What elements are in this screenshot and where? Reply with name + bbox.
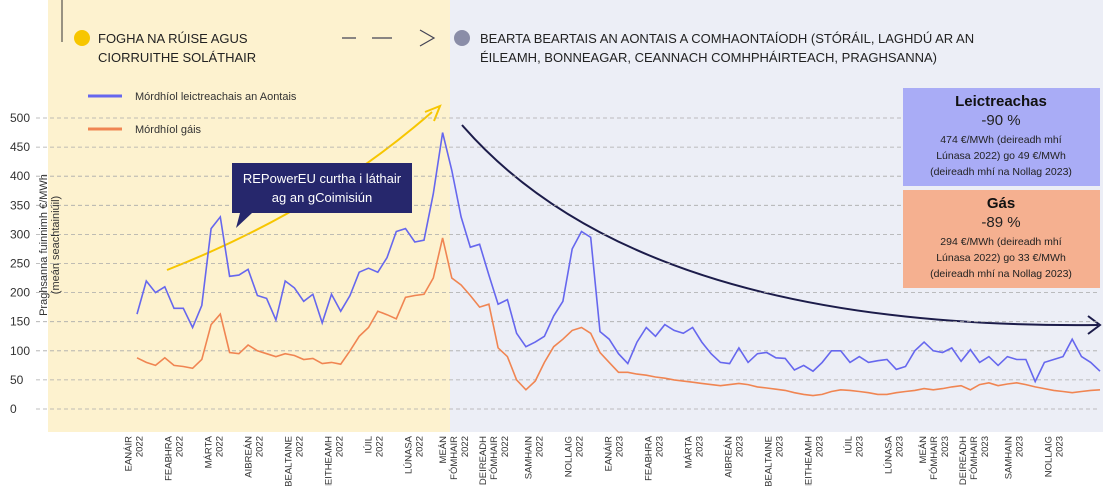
x-tick-label: MEITHEAMH (324, 436, 335, 486)
x-tick-label: FEABHRA (644, 435, 655, 481)
x-tick-label: 2022 (215, 436, 226, 457)
x-tick-label: SAMHAIN (524, 436, 535, 479)
info-box (903, 88, 1100, 186)
phase-2-heading: ÉILEAMH, BONNEAGAR, CEANNACH COMHPHÁIRTE… (480, 50, 937, 65)
fall-arrow (461, 124, 1099, 327)
info-box-title: Gás (987, 195, 1015, 212)
x-tick-label: NOLLAIG (1044, 436, 1055, 477)
annotation-text: REPowerEU curtha i láthair (243, 171, 402, 186)
y-tick-label: 250 (10, 257, 30, 271)
info-box-line: (deireadh mhí na Nollag 2023) (930, 166, 1072, 178)
x-tick-label: FÓMHAIR (489, 436, 500, 480)
y-axis-title: (meán seachtainiúil) (50, 196, 62, 294)
x-tick-label: 2023 (1015, 436, 1026, 457)
x-tick-label: 2022 (575, 436, 586, 457)
x-tick-label: EANÁIR (604, 436, 615, 472)
x-tick-label: 2023 (1055, 436, 1066, 457)
y-tick-label: 200 (10, 286, 30, 300)
x-tick-label: MÁRTA (204, 435, 215, 468)
x-tick-label: FEABHRA (164, 435, 175, 481)
x-tick-label: 2023 (735, 436, 746, 457)
x-tick-label: 2022 (375, 436, 386, 457)
phase-2-dot (454, 30, 470, 46)
x-tick-label: MEÁN (438, 436, 449, 464)
x-tick-label: 2023 (615, 436, 626, 457)
x-tick-label: SAMHAIN (1004, 436, 1015, 479)
x-tick-label: LÚNASA (884, 435, 895, 474)
info-box-line: 294 €/MWh (deireadh mhí (940, 236, 1061, 248)
y-tick-label: 150 (10, 315, 30, 329)
y-tick-label: 400 (10, 169, 30, 183)
phase-1-heading: FOGHA NA RÚISE AGUS (98, 31, 248, 46)
x-tick-label: 2022 (335, 436, 346, 457)
y-axis-title: Praghsanna fuinnimh €/MWh (38, 174, 50, 316)
phase-2-heading: BEARTA BEARTAIS AN AONTAIS A COMHAONTAÍO… (480, 31, 974, 46)
info-box-line: Lúnasa 2022) go 33 €/MWh (936, 252, 1066, 264)
x-tick-label: AIBREÁN (724, 436, 735, 478)
y-tick-label: 0 (10, 402, 17, 416)
x-tick-label: 2023 (895, 436, 906, 457)
annotation-text: ag an gCoimisiún (272, 190, 372, 205)
rise-arrow-head (424, 104, 442, 122)
x-tick-label: 2022 (135, 436, 146, 457)
x-tick-label: 2023 (940, 436, 951, 457)
x-tick-label: 2022 (175, 436, 186, 457)
y-tick-label: 450 (10, 140, 30, 154)
annotation-box (232, 163, 412, 228)
x-tick-label: MEÁN (918, 436, 929, 464)
phase-1-background (48, 0, 450, 432)
x-tick-label: 2023 (775, 436, 786, 457)
x-tick-label: DEIREADH (958, 436, 969, 485)
overlays: REPowerEU curtha i láthair ag an gCoimisi… (232, 163, 412, 228)
x-tick-label: 2022 (500, 436, 511, 457)
x-tick-label: DEIREADH (478, 436, 489, 485)
y-tick-label: 350 (10, 198, 30, 212)
x-tick-label: 2023 (695, 436, 706, 457)
info-box-line: 474 €/MWh (deireadh mhí (940, 134, 1061, 146)
series-line (136, 237, 1101, 397)
x-tick-label: MEITHEAMH (804, 436, 815, 486)
x-tick-label: EANÁIR (124, 436, 135, 472)
info-box (903, 190, 1100, 288)
y-tick-label: 500 (10, 111, 30, 125)
y-tick-label: 50 (10, 373, 24, 387)
x-tick-label: LÚNASA (404, 435, 415, 474)
fall-arrow-head (1087, 315, 1102, 335)
x-tick-label: BEALTAINE (284, 436, 295, 486)
x-tick-label: 2023 (980, 436, 991, 457)
x-tick-label: 2022 (415, 436, 426, 457)
x-tick-label: 2023 (655, 436, 666, 457)
phase-1-dot (74, 30, 90, 46)
x-tick-label: BEALTAINE (764, 436, 775, 486)
x-tick-label: 2023 (815, 436, 826, 457)
x-tick-label: AIBREÁN (244, 436, 255, 478)
x-tick-label: IÚIL (364, 436, 375, 453)
info-box-line: Lúnasa 2022) go 49 €/MWh (936, 150, 1066, 162)
legend-label: Mórdhíol gáis (135, 124, 202, 136)
x-tick-label: FÓMHAIR (449, 436, 460, 480)
phase-1-heading: CIORRUITHE SOLÁTHAIR (98, 50, 256, 65)
x-tick-label: FÓMHAIR (969, 436, 980, 480)
y-tick-label: 300 (10, 227, 30, 241)
x-tick-label: IÚIL (844, 436, 855, 453)
legend-label: Mórdhíol leictreachais an Aontais (135, 91, 297, 103)
info-box-line: (deireadh mhí na Nollag 2023) (930, 268, 1072, 280)
x-tick-label: 2022 (460, 436, 471, 457)
x-tick-label: NOLLAIG (564, 436, 575, 477)
x-tick-label: FÓMHAIR (929, 436, 940, 480)
info-box-title: Leictreachas (955, 93, 1047, 110)
x-tick-label: MÁRTA (684, 435, 695, 468)
x-tick-label: 2022 (535, 436, 546, 457)
marks: 0 50 100 150 200 250 300 350 400 450 500 (10, 111, 1101, 416)
x-tick-label: 2023 (855, 436, 866, 457)
info-box-change: -89 % (981, 214, 1020, 231)
phase-arrow (342, 29, 436, 47)
series-line (136, 132, 1101, 384)
x-tick-label: 2022 (255, 436, 266, 457)
x-tick-label: 2022 (295, 436, 306, 457)
y-tick-label: 100 (10, 344, 30, 358)
info-box-change: -90 % (981, 112, 1020, 129)
